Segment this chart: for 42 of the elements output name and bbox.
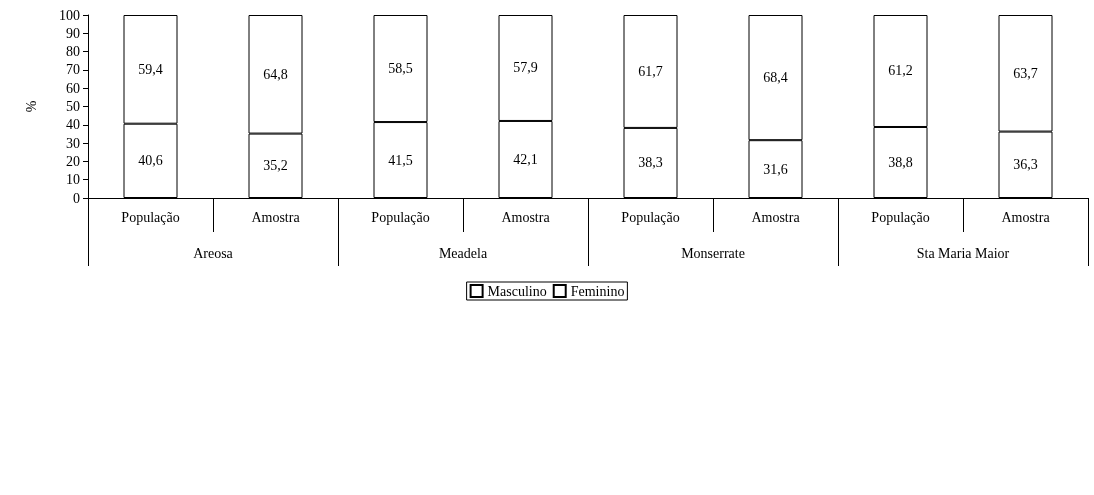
- data-label: 63,7: [1013, 65, 1038, 81]
- data-label: 38,3: [638, 155, 663, 171]
- text: Monserrate: [681, 245, 745, 261]
- x-tick-label: População: [121, 209, 180, 225]
- y-axis-title: %: [23, 100, 39, 113]
- y-tick-label: 90: [66, 25, 80, 41]
- x-tick-label: Amostra: [251, 209, 301, 225]
- data-label: 36,3: [1013, 157, 1038, 173]
- x-tick-label: População: [871, 209, 930, 225]
- y-tick-label: 40: [66, 117, 80, 133]
- data-label: 64,8: [263, 66, 288, 82]
- y-tick-label: 80: [66, 44, 80, 60]
- y-tick-label: 10: [66, 172, 80, 188]
- x-tick-label: Amostra: [1001, 209, 1051, 225]
- y-tick-label: 100: [59, 7, 80, 23]
- text: Sta Maria Maior: [916, 245, 1010, 261]
- y-tick-label: 50: [66, 99, 80, 114]
- text: Areosa: [193, 245, 234, 261]
- data-label: 41,5: [388, 152, 413, 168]
- data-label: 57,9: [513, 60, 538, 76]
- legend-label: Feminino: [570, 283, 625, 299]
- data-label: 31,6: [763, 161, 788, 177]
- y-tick-label: 20: [66, 153, 80, 169]
- data-label: 40,6: [138, 153, 163, 169]
- x-tick-label: Amostra: [751, 209, 801, 225]
- data-label: 38,8: [888, 155, 913, 170]
- data-label: 42,1: [513, 151, 538, 167]
- y-tick-label: 30: [66, 135, 80, 151]
- y-tick-label: 0: [73, 190, 80, 206]
- data-label: 35,2: [263, 158, 288, 174]
- y-tick-label: 60: [66, 80, 80, 96]
- data-label: 59,4: [138, 61, 163, 77]
- legend-label: Masculino: [487, 283, 547, 299]
- y-tick-label: 70: [66, 62, 80, 78]
- data-label: 61,7: [638, 63, 663, 79]
- data-label: 68,4: [763, 70, 788, 86]
- x-tick-label: População: [371, 209, 430, 225]
- data-label: 61,2: [888, 63, 913, 79]
- x-tick-label: População: [621, 209, 680, 225]
- text: Meadela: [438, 245, 488, 261]
- data-label: 58,5: [388, 61, 413, 77]
- x-tick-label: Amostra: [501, 209, 551, 225]
